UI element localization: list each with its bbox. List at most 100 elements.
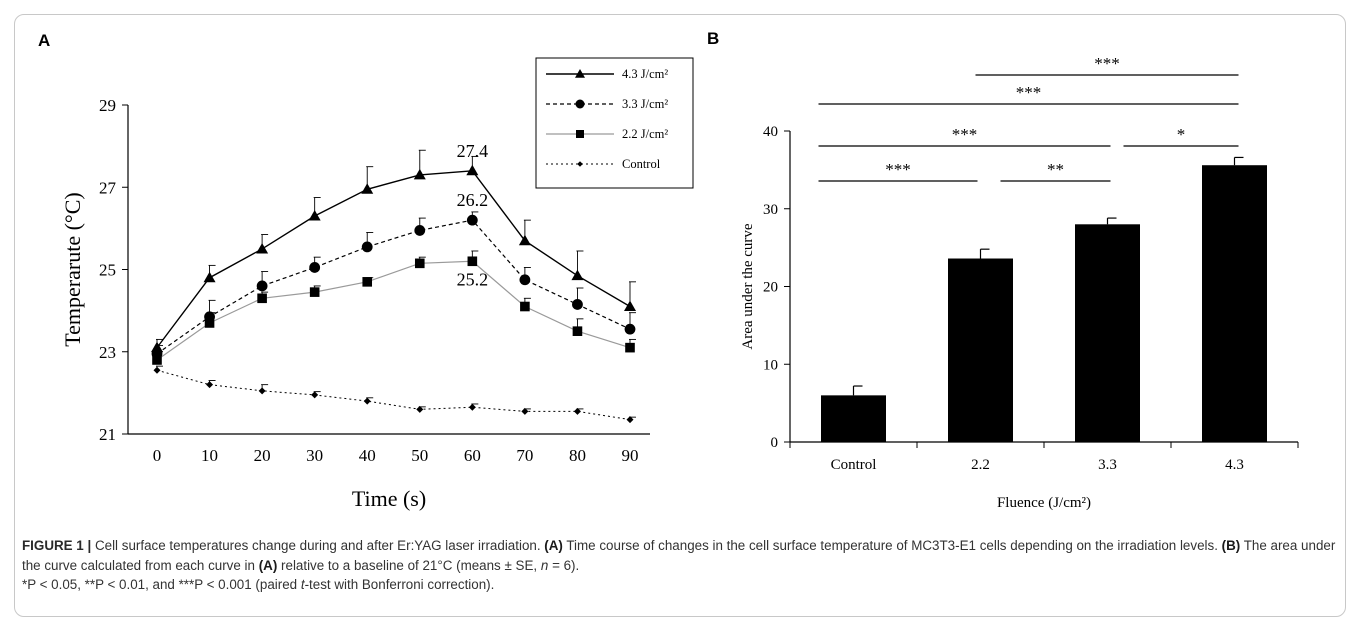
panel-a-xtick-label: 60 <box>464 446 481 465</box>
panel-b-bar-0 <box>821 395 886 442</box>
panel-a-point <box>466 214 478 226</box>
significance-label: *** <box>1094 54 1120 73</box>
caption-n-label: n <box>540 557 549 573</box>
panel-a-xtick-label: 40 <box>359 446 376 465</box>
caption-figure-label: FIGURE 1 | <box>22 538 92 553</box>
panel-a-point <box>572 299 583 310</box>
caption-text-2a: cells depending on the irradiation level… <box>979 538 1218 553</box>
panel-a-series-2 <box>152 250 636 365</box>
panel-a-point <box>361 241 373 253</box>
panel-a-xtick-label: 0 <box>153 446 162 465</box>
panel-a-point <box>573 407 581 415</box>
panel-a-x-axis-label: Time (s) <box>352 486 426 511</box>
panel-a-point <box>521 407 529 415</box>
panel-a-point <box>362 277 373 287</box>
panel-a-point <box>206 381 214 389</box>
panel-a-point <box>204 318 215 328</box>
significance-label: *** <box>952 125 978 144</box>
significance-label: *** <box>885 160 911 179</box>
caption-text-2c: relative to a baseline of 21°C (means ± … <box>281 557 538 573</box>
caption-text-3b: -test with Bonferroni correction). <box>304 577 495 592</box>
legend-label: 3.3 J/cm² <box>622 97 668 111</box>
panel-a-series-line <box>156 219 631 355</box>
legend-label: 2.2 J/cm² <box>622 127 668 141</box>
panel-a-point <box>416 405 424 413</box>
caption-ref-b: (B) <box>1221 538 1241 553</box>
panel-a-point <box>256 242 269 254</box>
panel-a-legend: 4.3 J/cm² 3.3 J/cm² 2.2 J/cm² Control <box>535 57 694 189</box>
panel-b-category-label: 2.2 <box>971 457 990 473</box>
panel-a-series-line <box>156 260 631 361</box>
panel-b-bar-1 <box>948 258 1013 442</box>
panel-a-xtick-label: 10 <box>201 446 218 465</box>
caption-n-value: = 6). <box>552 557 580 573</box>
caption-ref-a-2: (A) <box>258 557 278 573</box>
caption-t-label: t <box>300 577 305 592</box>
caption-ref-a: (A) <box>544 538 563 553</box>
panel-b-letter: B <box>707 29 719 48</box>
panel-a-point <box>520 301 530 312</box>
panel-b-y-axis-label: Area under the curve <box>740 223 756 350</box>
panel-a-ytick-label: 25 <box>99 261 116 280</box>
panel-a-legend-box <box>535 57 694 189</box>
panel-b-ytick-label: 0 <box>771 435 779 451</box>
legend-swatch-marker <box>577 161 583 167</box>
panel-a-point <box>624 323 636 335</box>
panel-a-point <box>257 293 267 304</box>
panel-a-point <box>152 355 162 365</box>
panel-a-xtick-label: 80 <box>569 446 586 465</box>
panel-a-series-0 <box>151 149 636 353</box>
panel-a-point <box>203 271 216 283</box>
panel-a-ytick-label: 21 <box>99 425 116 444</box>
panel-a-xtick-label: 20 <box>254 446 271 465</box>
panel-b-category-label: 3.3 <box>1098 457 1117 473</box>
panel-a-annotation: 26.2 <box>457 190 489 210</box>
panel-b-ytick-label: 40 <box>763 124 778 140</box>
panel-a-series-line <box>156 170 631 349</box>
figure-caption: FIGURE 1 | Cell surface temperatures cha… <box>22 536 1337 595</box>
panel-b-category-label: 4.3 <box>1225 457 1244 473</box>
panel-a-point <box>468 403 476 411</box>
panel-a-point <box>466 164 479 176</box>
panel-b-bar-3 <box>1202 165 1267 442</box>
panel-a-point <box>308 210 321 221</box>
panel-a-point <box>413 168 426 180</box>
panel-a-xtick-label: 90 <box>622 446 639 465</box>
panel-a-point <box>626 416 634 424</box>
legend-swatch-marker <box>575 69 585 78</box>
significance-label: * <box>1177 125 1186 144</box>
panel-a-point <box>153 366 161 374</box>
panel-b-bar-chart: 0 10 20 30 40 Control 2.2 3.3 4.3 Fluence (J/cm²)… <box>740 54 1299 511</box>
caption-text-1b: Time course of changes in the cell surfa… <box>566 538 976 553</box>
caption-text-3a: *P < 0.05, **P < 0.01, and ***P < 0.001 … <box>22 577 298 592</box>
panel-a-point <box>467 256 478 267</box>
panel-a-point <box>518 234 531 246</box>
significance-label: ** <box>1047 160 1064 179</box>
panel-a-xtick-label: 70 <box>516 446 533 465</box>
panel-a-ytick-label: 27 <box>99 178 117 197</box>
panel-a-annotation: 25.2 <box>457 269 489 289</box>
panel-a-point <box>572 326 583 336</box>
panel-a-xtick-label: 30 <box>306 446 323 465</box>
caption-text-2b: The area under the curve calculated from… <box>22 538 1336 573</box>
panel-a-series-1 <box>151 211 636 360</box>
panel-a-point <box>414 258 425 269</box>
panel-a-ytick-label: 29 <box>99 96 116 115</box>
panel-a-point <box>624 300 636 312</box>
legend-swatch-marker <box>575 99 585 109</box>
panel-b-x-axis-label: Fluence (J/cm²) <box>997 495 1091 511</box>
caption-text-1: Cell surface temperatures change during … <box>94 538 541 553</box>
panel-a-series-line <box>156 369 631 421</box>
panel-a-point <box>309 262 321 273</box>
panel-b-bar-2 <box>1075 224 1140 442</box>
panel-a-point <box>414 225 426 236</box>
panel-a-y-axis-label: Temperarute (°C) <box>60 192 85 346</box>
panel-a-point <box>571 269 584 281</box>
panel-a-point <box>363 397 371 405</box>
panel-b-category-label: Control <box>831 457 877 473</box>
panel-a-ytick-label: 23 <box>99 343 116 362</box>
panel-a-line-chart: 21 23 25 27 29 0 10 20 30 40 50 60 70 80 90 Time (s) Tem… <box>60 57 694 511</box>
panel-b-ytick-label: 30 <box>763 202 778 218</box>
panel-a-point <box>625 342 635 353</box>
